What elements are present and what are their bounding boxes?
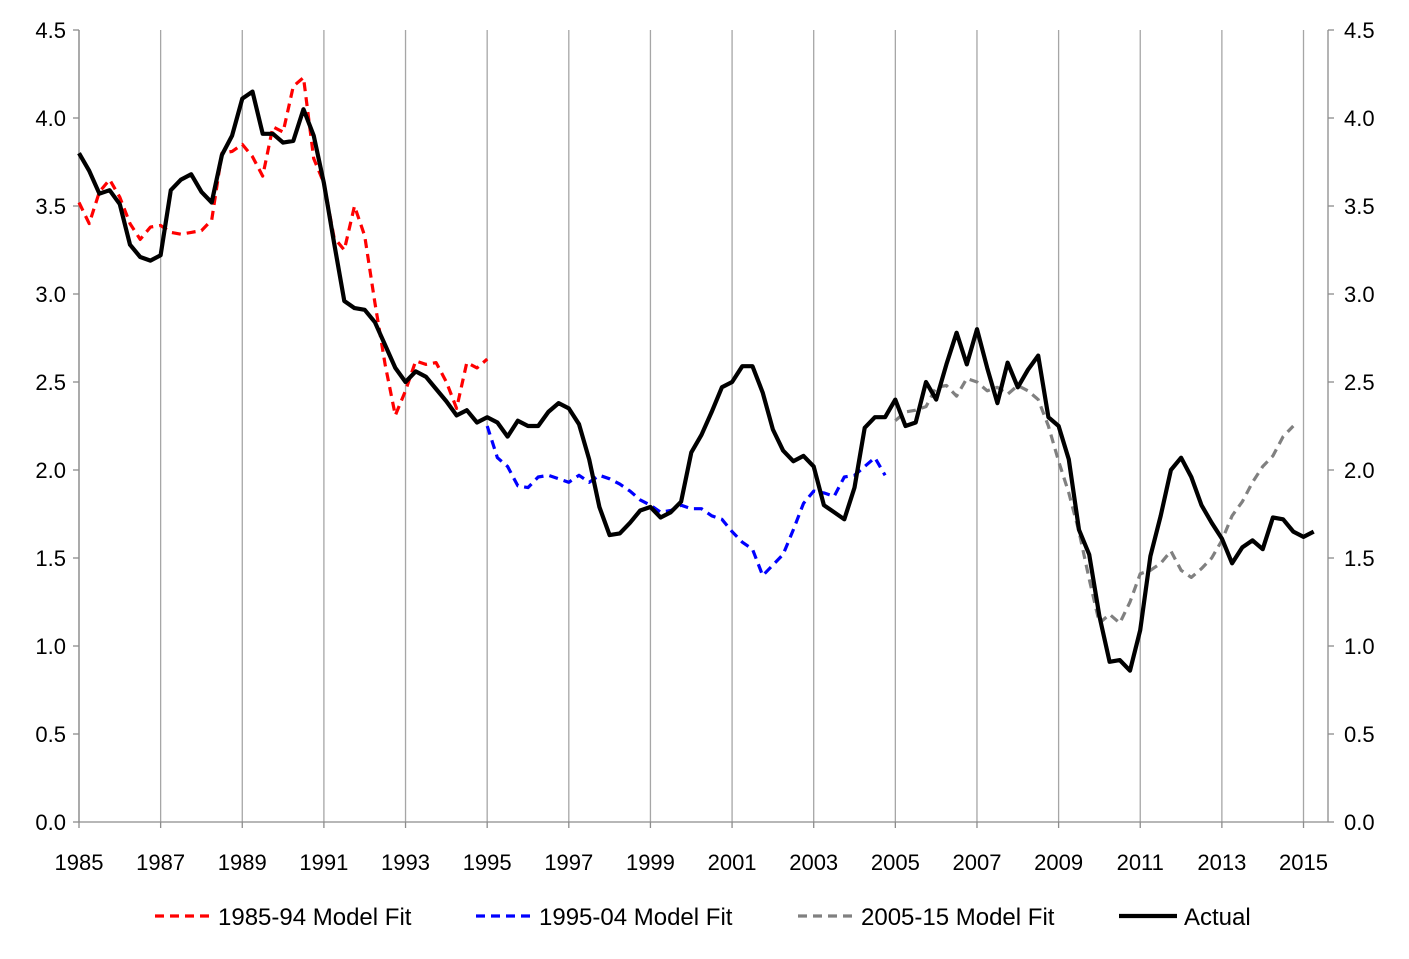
tick-labels: 0.0 0.0 0.5 0.5 1.0 1.0 1.5 1.5 2.0 2.0 2.5 2.5 3.0 3…	[35, 18, 1374, 875]
y-tick-label-left: 3.0	[35, 282, 66, 307]
y-tick-label-left: 1.0	[35, 634, 66, 659]
x-tick-label: 2003	[789, 850, 838, 875]
x-tick-label: 1995	[463, 850, 512, 875]
y-tick-label-right: 0.0	[1344, 810, 1375, 835]
y-tick-label-left: 2.0	[35, 458, 66, 483]
x-tick-label: 1989	[218, 850, 267, 875]
series-line-1995-04-model-fit	[485, 425, 887, 578]
axes	[73, 29, 1334, 828]
y-tick-label-right: 4.5	[1344, 18, 1375, 43]
y-tick-label-left: 0.0	[35, 810, 66, 835]
x-tick-label: 1987	[136, 850, 185, 875]
series-line-actual	[77, 89, 1315, 673]
legend-label-actual: Actual	[1184, 904, 1251, 931]
x-tick-label: 1993	[381, 850, 430, 875]
x-tick-label: 2005	[871, 850, 920, 875]
x-tick-label: 1997	[544, 850, 593, 875]
series-line-1985-94-model-fit	[77, 75, 489, 417]
x-tick-label: 1999	[626, 850, 675, 875]
x-tick-label: 2001	[708, 850, 757, 875]
vertical-gridlines	[78, 30, 1305, 822]
x-tick-label: 2013	[1197, 850, 1246, 875]
x-tick-label: 1991	[299, 850, 348, 875]
x-tick-label: 2009	[1034, 850, 1083, 875]
y-tick-label-left: 4.5	[35, 18, 66, 43]
y-tick-label-right: 3.0	[1344, 282, 1375, 307]
y-tick-label-right: 3.5	[1344, 194, 1375, 219]
legend-label-1995-04-model-fit: 1995-04 Model Fit	[539, 904, 733, 931]
y-tick-label-left: 4.0	[35, 106, 66, 131]
series-line-2005-15-model-fit	[894, 376, 1295, 625]
y-tick-label-right: 4.0	[1344, 106, 1375, 131]
y-tick-label-right: 1.5	[1344, 546, 1375, 571]
y-tick-label-left: 0.5	[35, 722, 66, 747]
x-tick-label: 1985	[55, 850, 104, 875]
legend: 1985-94 Model Fit 1995-04 Model Fit 2005-1…	[155, 904, 1251, 931]
series-lines	[77, 75, 1315, 673]
y-tick-label-right: 2.5	[1344, 370, 1375, 395]
y-tick-label-right: 1.0	[1344, 634, 1375, 659]
y-tick-label-right: 2.0	[1344, 458, 1375, 483]
x-tick-label: 2011	[1117, 850, 1164, 875]
legend-label-1985-94-model-fit: 1985-94 Model Fit	[218, 904, 412, 931]
x-tick-label: 2015	[1279, 850, 1328, 875]
legend-label-2005-15-model-fit: 2005-15 Model Fit	[861, 904, 1055, 931]
y-tick-label-left: 3.5	[35, 194, 66, 219]
y-tick-label-right: 0.5	[1344, 722, 1375, 747]
x-tick-label: 2007	[952, 850, 1001, 875]
y-tick-label-left: 2.5	[35, 370, 66, 395]
y-tick-label-left: 1.5	[35, 546, 66, 571]
